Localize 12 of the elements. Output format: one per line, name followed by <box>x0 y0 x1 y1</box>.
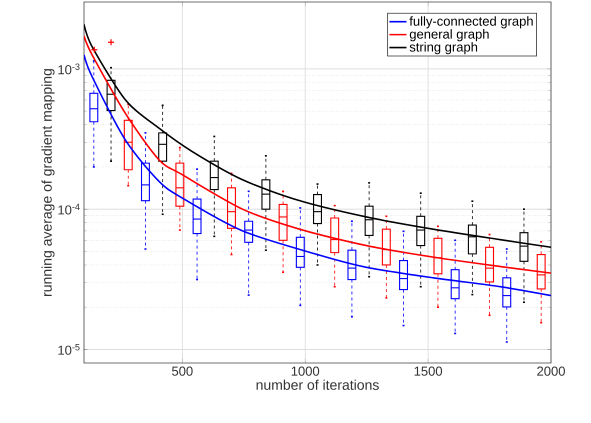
x-tick-label: 1500 <box>414 366 442 376</box>
x-tick-label: 1000 <box>292 366 320 376</box>
legend-label: general graph <box>410 29 489 42</box>
y-axis-title: running average of gradient mapping <box>42 69 55 296</box>
y-tick-label: 10$^{-4}$ <box>58 204 80 215</box>
legend-label: fully-connected graph <box>409 16 533 28</box>
legend-label: string graph <box>410 42 478 54</box>
x-tick-label: 500 <box>172 366 193 376</box>
y-tick-label: 10$^{-3}$ <box>58 64 80 74</box>
y-tick-label: 10$^{-5}$ <box>58 344 80 355</box>
x-axis-title: number of iterations <box>256 380 379 390</box>
x-tick-label: 2000 <box>537 366 565 376</box>
